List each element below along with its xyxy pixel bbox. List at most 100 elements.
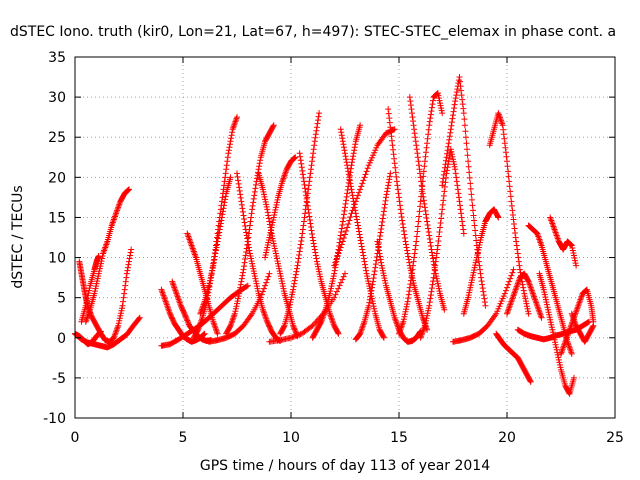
data-point [275,263,282,270]
data-point [541,289,548,296]
data-point [342,150,348,157]
data-point [435,95,442,102]
data-point [214,238,221,245]
data-point [264,244,271,251]
data-point [462,134,469,141]
data-point [433,254,440,261]
data-point [333,256,340,263]
data-point [454,186,461,193]
y-tick-label: 15 [48,210,66,226]
data-point [244,235,251,242]
data-point [384,188,391,195]
data-point [429,252,436,259]
data-point [234,114,240,121]
data-point [415,213,422,220]
data-point [401,231,408,238]
data-point [543,301,550,308]
data-point [317,319,324,326]
data-point [362,171,369,178]
data-point [292,333,299,340]
data-point [553,346,560,353]
data-point [453,92,460,99]
data-point [507,275,514,282]
data-point [504,163,511,170]
data-point [353,213,360,220]
data-point [96,268,103,275]
data-point [424,140,431,147]
data-point [242,226,249,233]
data-point [221,199,228,206]
data-point [247,218,254,225]
data-point [434,90,441,97]
data-point [374,238,381,245]
data-point [302,210,309,217]
data-point [440,171,447,178]
data-point [408,110,415,117]
data-point [207,275,214,282]
data-point [420,168,427,175]
data-point [94,275,101,282]
data-point [216,229,223,236]
data-point [448,151,455,158]
data-point [273,199,280,206]
data-point [474,249,481,256]
data-point [280,323,287,330]
data-point [235,293,242,300]
data-point [224,154,231,161]
data-point [118,307,125,314]
data-point [373,257,380,264]
data-point [227,174,234,181]
data-point [232,308,239,315]
data-point [478,278,485,285]
data-point [477,270,484,277]
data-point [234,298,241,305]
data-point [466,174,473,181]
data-point [469,274,476,281]
data-point [276,268,283,275]
data-point [307,223,314,230]
data-point [423,315,430,322]
data-point [317,276,324,283]
data-point [428,285,435,292]
data-point [286,301,293,308]
data-point [354,222,361,229]
data-point [369,284,375,291]
data-point [259,186,266,193]
data-point [421,200,428,207]
data-point [456,74,463,81]
data-point [427,115,434,122]
data-point [264,206,271,213]
data-point [505,173,512,180]
data-point [244,238,251,245]
data-point [431,266,438,273]
data-point [357,122,364,129]
data-point [392,164,399,171]
data-point [120,294,127,301]
data-point [446,136,453,143]
data-point [311,243,318,250]
data-point [412,138,419,145]
data-point [515,254,522,261]
data-point [244,282,251,289]
data-point [448,148,455,155]
data-point [550,331,557,338]
data-point [341,147,348,154]
data-point [262,196,269,203]
data-point [372,261,379,268]
data-point [291,277,298,284]
y-tick-label: 35 [48,50,66,66]
data-point [399,217,406,224]
data-point [527,377,534,384]
data-point [391,160,398,167]
data-point [451,101,458,108]
data-point [410,122,417,129]
data-point [377,253,384,260]
data-point [411,250,418,257]
data-point [183,316,190,323]
data-point [266,231,273,238]
data-point [270,214,277,221]
data-point [313,124,320,131]
data-point [297,241,304,248]
data-point [455,194,462,201]
data-point [222,170,229,177]
